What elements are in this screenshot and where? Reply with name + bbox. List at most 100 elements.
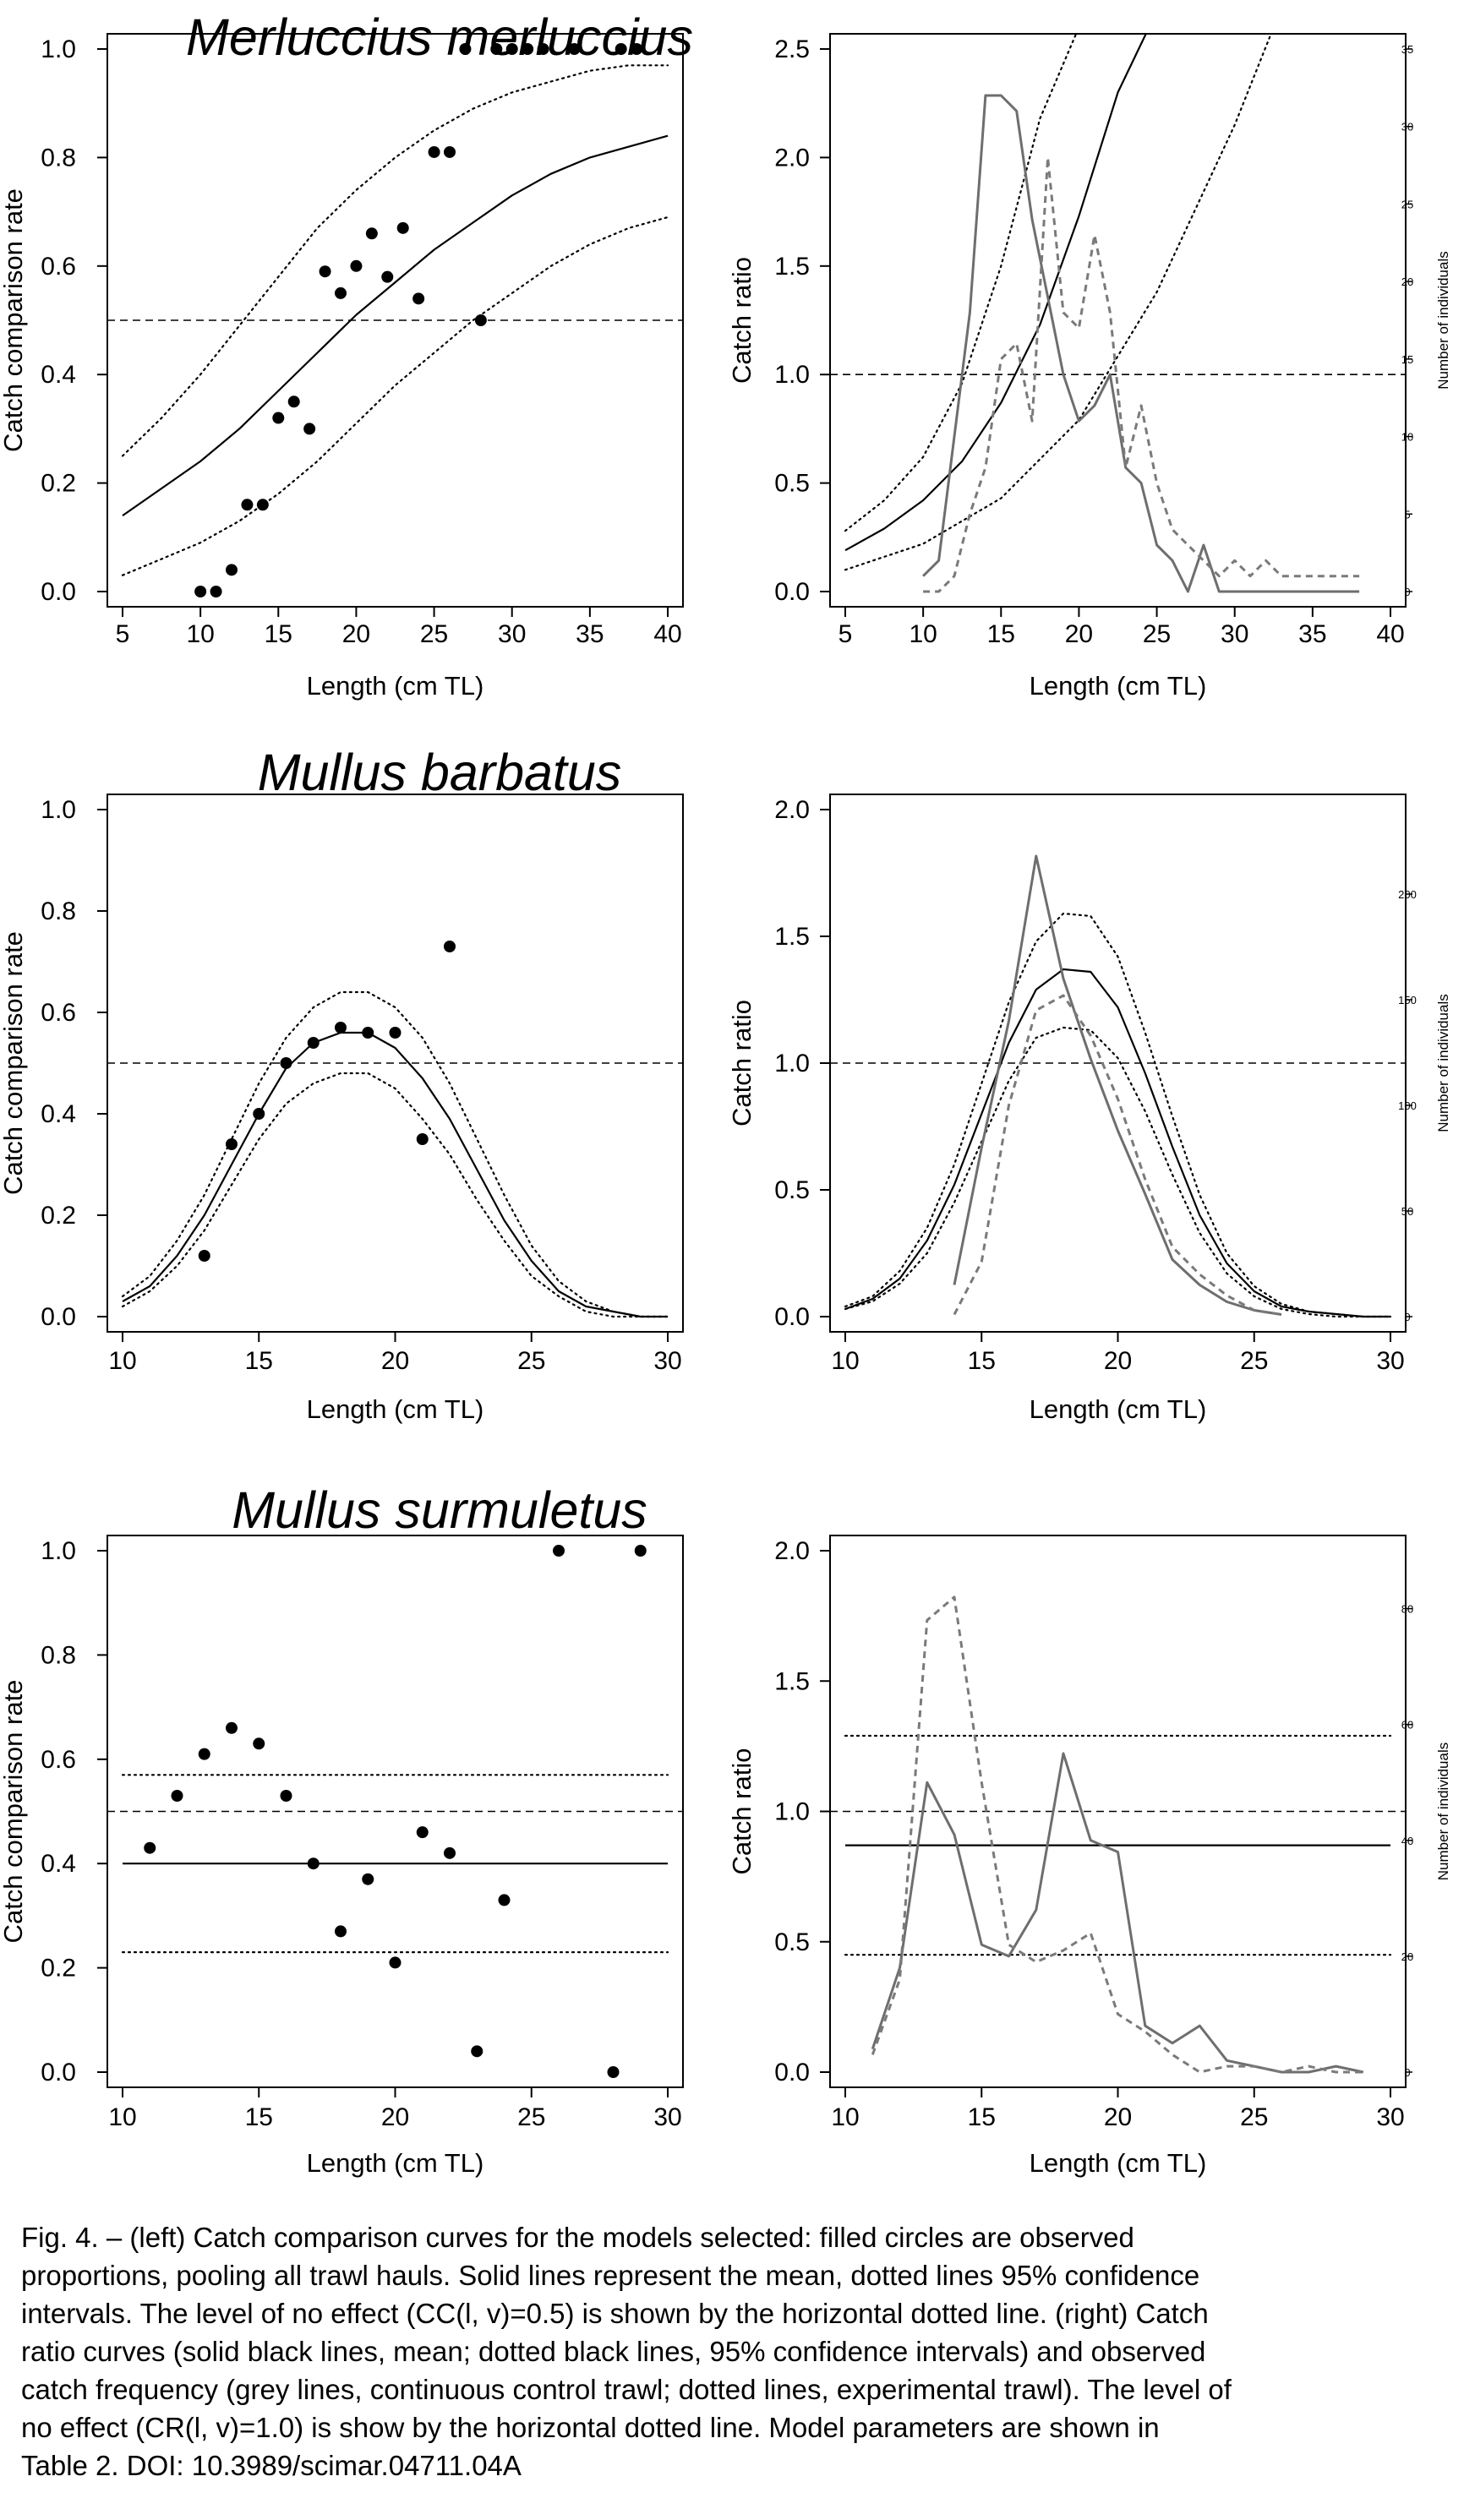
x-tick-label: 10 xyxy=(108,1347,136,1375)
data-point xyxy=(412,292,425,305)
y-tick-label: 0.8 xyxy=(41,144,76,172)
data-point xyxy=(362,1873,374,1885)
data-point xyxy=(253,1108,265,1120)
control-trawl-line xyxy=(953,854,1282,1316)
x-tick-label: 10 xyxy=(831,1347,859,1375)
x-tick-label: 35 xyxy=(1298,620,1326,648)
data-point xyxy=(444,941,456,952)
x-tick-label: 15 xyxy=(265,620,292,648)
y-tick-label: 0.0 xyxy=(41,1303,76,1331)
chart-mb-left: 10 15 20 25 30 0.0 0.2 0.4 0.6 0.8 1.0 Length (cm T… xyxy=(0,744,684,1424)
y2-tick-label: 60 xyxy=(1401,1719,1413,1732)
y2-tick-label: 50 xyxy=(1401,1205,1413,1218)
y2-tick-label: 35 xyxy=(1401,43,1413,56)
ci-curve xyxy=(844,912,1392,1318)
ci-curve xyxy=(121,64,669,457)
data-point xyxy=(303,423,316,435)
y-tick-label: 1.5 xyxy=(774,253,810,281)
y-tick-label: 0.5 xyxy=(774,1928,810,1956)
data-point xyxy=(280,1057,292,1069)
y-tick-label: 0.4 xyxy=(41,1850,76,1878)
ci-curve xyxy=(121,990,669,1318)
x-axis-label: Length (cm TL) xyxy=(1030,1394,1207,1424)
x-tick-label: 15 xyxy=(245,2103,273,2131)
data-point xyxy=(459,43,472,55)
x-tick-label: 25 xyxy=(1240,1347,1268,1375)
x-tick-label: 10 xyxy=(831,2103,859,2131)
y2-tick-label: 0 xyxy=(1404,1311,1410,1323)
data-point xyxy=(307,1857,320,1870)
x-axis-label: Length (cm TL) xyxy=(307,1394,484,1424)
data-point xyxy=(171,1789,183,1802)
caption-line: intervals. The level of no effect (CC(l,… xyxy=(21,2298,1209,2329)
x-tick-label: 35 xyxy=(576,620,604,648)
x-axis-label: Length (cm TL) xyxy=(1030,671,1207,701)
x-tick-label: 25 xyxy=(517,2103,545,2131)
x-tick-label: 20 xyxy=(381,2103,409,2131)
data-point xyxy=(428,145,440,158)
data-point xyxy=(350,259,363,272)
chart-mb-right: 10 15 20 25 30 0.0 0.5 1.0 1.5 2.0 0 50 100 150 200 Num… xyxy=(727,794,1451,1424)
data-point xyxy=(444,145,456,158)
y2-tick-label: 5 xyxy=(1404,508,1410,521)
data-point xyxy=(537,43,549,55)
x-tick-label: 30 xyxy=(1221,620,1248,648)
data-point xyxy=(253,1737,265,1750)
y2-tick-label: 20 xyxy=(1401,275,1413,288)
data-point xyxy=(241,499,254,511)
y2-tick-label: 30 xyxy=(1401,121,1413,134)
x-tick-label: 30 xyxy=(653,1347,681,1375)
experimental-trawl-line xyxy=(953,994,1282,1316)
y2-tick-label: 25 xyxy=(1401,198,1413,210)
data-point xyxy=(210,586,222,597)
data-point xyxy=(144,1841,156,1854)
x-tick-label: 30 xyxy=(1376,1347,1404,1375)
x-tick-label: 30 xyxy=(1376,2103,1404,2131)
y-tick-label: 1.0 xyxy=(774,1050,810,1077)
data-point xyxy=(365,227,378,240)
data-point xyxy=(307,1037,320,1049)
caption-line: proportions, pooling all trawl hauls. So… xyxy=(21,2260,1200,2291)
x-tick-label: 15 xyxy=(987,620,1015,648)
data-point xyxy=(416,1826,429,1839)
data-point xyxy=(389,1956,402,1969)
data-point xyxy=(226,1138,238,1150)
species-title: Mullus surmuletus xyxy=(232,1481,647,1539)
x-tick-label: 10 xyxy=(909,620,937,648)
y2-tick-label: 0 xyxy=(1404,586,1410,598)
y-axis-label: Catch ratio xyxy=(727,1000,757,1126)
x-tick-label: 20 xyxy=(381,1347,409,1375)
x-tick-label: 40 xyxy=(653,620,681,648)
y-axis-label: Catch ratio xyxy=(727,257,757,384)
data-point xyxy=(362,1027,374,1039)
caption-line: catch frequency (grey lines, continuous … xyxy=(21,2374,1232,2405)
chart-ms-left: 10 15 20 25 30 0.0 0.2 0.4 0.6 0.8 1.0 Length (cm T… xyxy=(0,1481,684,2178)
y-tick-label: 1.0 xyxy=(41,35,76,63)
y2-tick-label: 15 xyxy=(1401,353,1413,366)
y-tick-label: 2.0 xyxy=(774,1537,810,1565)
y-tick-label: 0.0 xyxy=(774,1303,810,1331)
data-point xyxy=(498,1894,511,1906)
y2-tick-label: 10 xyxy=(1401,431,1413,444)
y2-tick-label: 100 xyxy=(1398,1099,1417,1112)
data-point xyxy=(490,43,503,55)
ci-curve xyxy=(121,215,669,576)
plot-area xyxy=(107,941,683,1318)
x-axis-label: Length (cm TL) xyxy=(307,671,484,701)
y-axis-label: Catch comparison rate xyxy=(0,1680,28,1944)
y2-axis-label: Number of individuals xyxy=(1435,251,1451,389)
y-tick-label: 1.0 xyxy=(41,1537,76,1565)
y-axis-label: Catch comparison rate xyxy=(0,188,28,452)
mean-curve xyxy=(844,34,1147,552)
chart-mm-left: 5 10 15 20 25 30 35 40 0.0 0.2 0.4 0.6 0.8 1.0 Length … xyxy=(0,8,693,701)
x-tick-label: 30 xyxy=(498,620,526,648)
x-tick-label: 40 xyxy=(1376,620,1404,648)
data-point xyxy=(319,265,331,278)
y-tick-label: 0.6 xyxy=(41,1746,76,1774)
data-point xyxy=(607,2066,620,2078)
chart-mm-right: 5 10 15 20 25 30 35 40 0.0 0.5 1.0 1.5 2.0 2.5 0 5 10 15 2… xyxy=(727,33,1451,701)
chart-ms-right: 10 15 20 25 30 0.0 0.5 1.0 1.5 2.0 0 20 40 60 80 Number… xyxy=(727,1535,1451,2178)
y-axis-label: Catch ratio xyxy=(727,1748,757,1875)
y2-tick-label: 200 xyxy=(1398,888,1417,901)
